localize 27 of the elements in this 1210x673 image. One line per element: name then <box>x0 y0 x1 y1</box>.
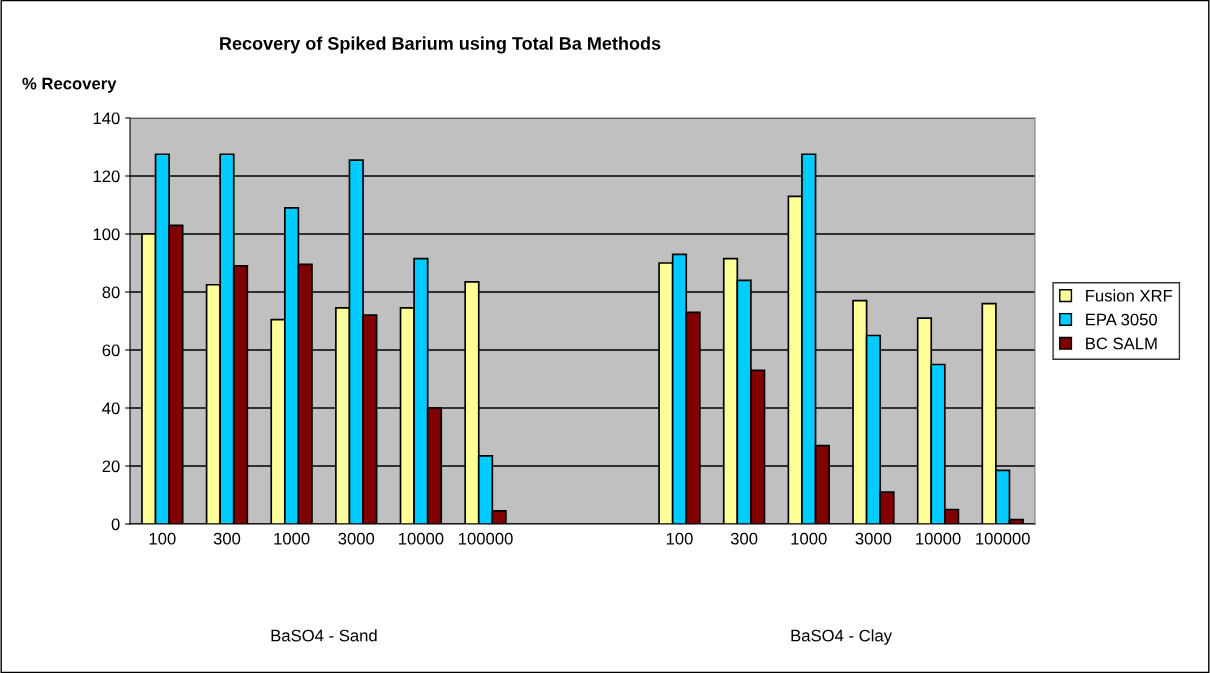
y-tick-label: 40 <box>102 402 120 415</box>
x-tick-label: 300 <box>730 532 758 545</box>
y-tick-label: 100 <box>93 228 120 241</box>
chart-title: Recovery of Spiked Barium using Total Ba Methods <box>220 36 661 54</box>
y-tick-label: 60 <box>102 344 120 357</box>
x-tick-label: 10000 <box>398 532 444 545</box>
x-tick-label: 3000 <box>855 532 892 545</box>
y-tick-label: 0 <box>111 518 120 531</box>
x-tick-label: 100000 <box>459 532 513 545</box>
y-tick-label: 140 <box>93 112 120 125</box>
text: BaSO4 - Sand <box>271 629 377 642</box>
x-tick-label: 300 <box>213 532 241 545</box>
y-tick-label: 120 <box>93 170 120 183</box>
x-tick-label: 1000 <box>791 532 827 545</box>
legend-label: EPA 3050 <box>1086 313 1158 326</box>
y-tick-label: 20 <box>102 460 120 473</box>
x-tick-label: 10000 <box>916 532 961 545</box>
x-tick-label: 100 <box>666 532 693 545</box>
x-tick-label: 100000 <box>976 532 1030 545</box>
y-axis-title: % Recovery <box>22 77 117 93</box>
legend-label: BC SALM <box>1086 337 1157 350</box>
y-tick-label: 80 <box>102 286 120 299</box>
text: BaSO4 - Clay <box>791 629 892 645</box>
x-tick-label: 1000 <box>274 532 310 545</box>
x-tick-label: 100 <box>149 532 176 545</box>
legend-label: Fusion XRF <box>1086 289 1173 302</box>
x-tick-label: 3000 <box>338 532 375 545</box>
